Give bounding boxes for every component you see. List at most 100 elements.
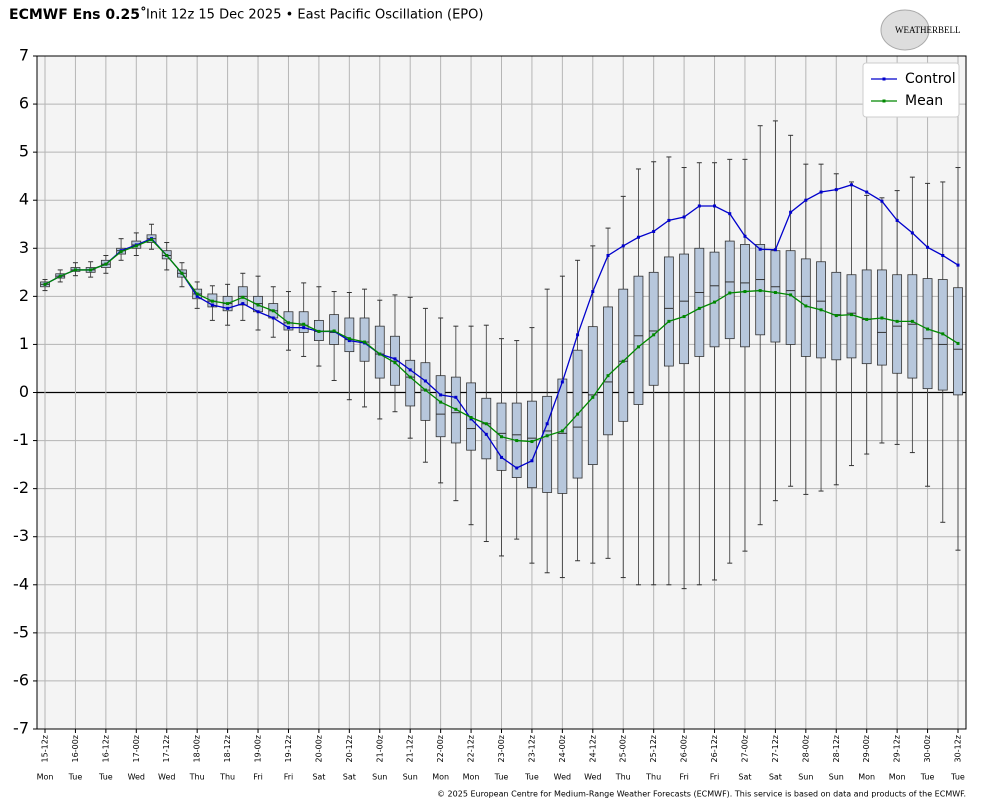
- y-tick-label: -2: [13, 478, 29, 497]
- x-tick-label: 27-12z: [771, 735, 780, 762]
- series-marker: [636, 345, 640, 349]
- series-marker: [819, 308, 823, 312]
- series-marker: [378, 352, 382, 356]
- series-marker: [941, 253, 945, 257]
- box: [618, 288, 629, 422]
- x-tick-label: 22-12z: [467, 735, 476, 762]
- series-marker: [226, 306, 230, 310]
- series-marker: [119, 250, 123, 254]
- series-marker: [636, 235, 640, 239]
- chart-subtitle: Init 12z 15 Dec 2025 • East Pacific Osci…: [146, 8, 483, 23]
- x-tick-label: 19-00z: [254, 735, 263, 762]
- x-tick-label: 15-12z: [41, 735, 50, 762]
- weekday-label: Mon: [37, 773, 54, 782]
- series-marker: [393, 361, 397, 365]
- series-marker: [545, 434, 549, 438]
- series-marker: [530, 459, 534, 463]
- series-marker: [895, 319, 899, 323]
- plot-frame: [36, 55, 967, 730]
- series-marker: [515, 439, 519, 443]
- series-marker: [773, 248, 777, 252]
- x-tick-label: 30-00z: [923, 735, 932, 762]
- legend-marker: [882, 77, 886, 81]
- series-marker: [439, 393, 443, 397]
- series-marker: [728, 212, 732, 216]
- series-marker: [89, 268, 93, 272]
- series-marker: [256, 303, 260, 307]
- series-marker: [591, 290, 595, 294]
- series-marker: [621, 244, 625, 248]
- series-marker: [789, 293, 793, 297]
- series-marker: [58, 274, 62, 278]
- series-marker: [484, 432, 488, 436]
- series-marker: [667, 218, 671, 222]
- x-tick-label: 18-12z: [223, 735, 232, 762]
- series-marker: [941, 332, 945, 336]
- box: [527, 400, 537, 489]
- series-marker: [804, 198, 808, 202]
- box: [481, 397, 492, 460]
- series-marker: [469, 415, 473, 419]
- legend-marker: [882, 99, 886, 103]
- series-marker: [500, 455, 503, 459]
- box: [694, 247, 705, 357]
- series-marker: [347, 339, 351, 343]
- series-marker: [347, 337, 351, 341]
- series-marker: [576, 412, 580, 416]
- box: [587, 326, 598, 466]
- weekday-label: Sun: [372, 773, 387, 782]
- x-tick-label: 24-00z: [558, 735, 567, 762]
- series-marker: [150, 238, 154, 242]
- series-marker: [956, 263, 960, 267]
- weekday-label: Tue: [950, 773, 965, 782]
- box: [800, 258, 811, 357]
- box: [679, 253, 689, 365]
- series-marker: [317, 329, 321, 333]
- series-marker: [743, 234, 747, 238]
- chart-title: ECMWF Ens 0.25˚: [9, 6, 147, 23]
- y-tick-label: -6: [13, 670, 29, 689]
- legend-label: Mean: [905, 93, 943, 109]
- series-marker: [408, 368, 412, 372]
- series-marker: [560, 380, 564, 384]
- series-marker: [667, 319, 671, 323]
- weekday-label: Fri: [710, 773, 720, 782]
- series-marker: [652, 333, 656, 337]
- box: [907, 274, 918, 379]
- series-marker: [195, 292, 199, 296]
- legend-label: Control: [905, 71, 956, 87]
- footer: © 2025 European Centre for Medium-Range …: [437, 790, 966, 799]
- y-tick-label: 7: [19, 46, 29, 65]
- series-marker: [423, 388, 427, 392]
- series-marker: [743, 290, 747, 294]
- y-tick-label: -3: [13, 526, 29, 545]
- series-marker: [454, 407, 458, 411]
- series-marker: [880, 316, 884, 320]
- y-tick-label: 6: [19, 94, 29, 113]
- x-tick-label: 20-00z: [314, 735, 323, 762]
- weekday-label: Tue: [98, 773, 113, 782]
- weekday-label: Mon: [463, 773, 480, 782]
- series-marker: [865, 317, 869, 321]
- series-marker: [545, 422, 549, 426]
- box: [740, 244, 750, 348]
- box: [557, 378, 568, 494]
- x-tick-label: 23-12z: [527, 735, 536, 762]
- box: [861, 269, 872, 365]
- weekday-label: Fri: [679, 773, 689, 782]
- y-tick-label: -1: [13, 430, 29, 449]
- y-tick-label: -4: [13, 574, 29, 593]
- series-marker: [560, 429, 564, 433]
- x-tick-label: 16-12z: [101, 735, 110, 762]
- series-marker: [926, 327, 930, 331]
- logo-text: WEATHERBELL: [895, 25, 961, 35]
- x-tick-label: 29-12z: [893, 735, 902, 762]
- x-tick-label: 28-00z: [801, 735, 810, 762]
- series-marker: [408, 375, 412, 379]
- x-tick-label: 24-12z: [588, 735, 597, 762]
- series-marker: [804, 304, 808, 308]
- x-tick-label: 25-12z: [649, 735, 658, 762]
- weekday-label: Tue: [68, 773, 83, 782]
- series-marker: [956, 341, 960, 345]
